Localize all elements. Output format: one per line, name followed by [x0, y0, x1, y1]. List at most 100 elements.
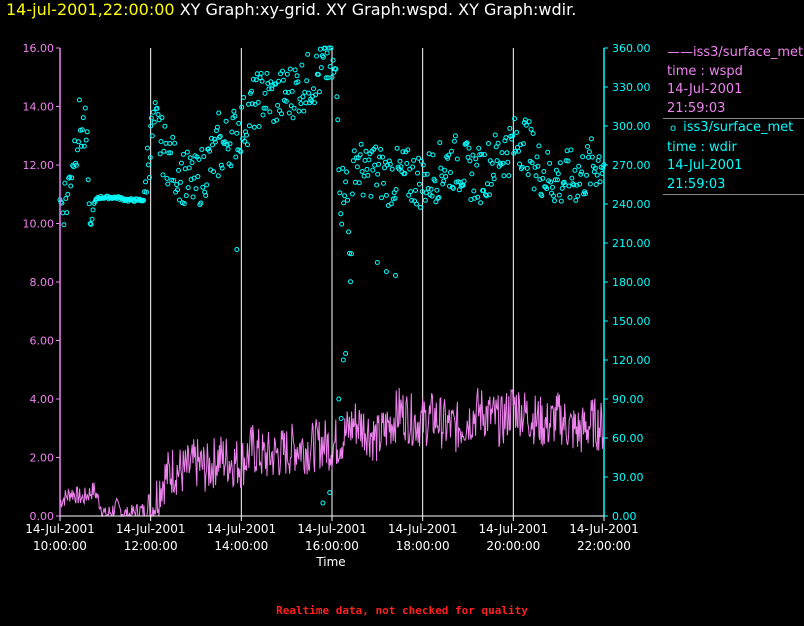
wdir-point [517, 161, 522, 167]
wdir-point [360, 192, 366, 198]
wdir-point [540, 175, 546, 181]
wdir-point [112, 195, 118, 200]
wdir-point [545, 149, 551, 155]
wdir-point [326, 45, 332, 51]
wdir-point [150, 109, 156, 115]
wdir-point [203, 193, 209, 198]
wdir-point [200, 184, 206, 190]
y-left-tick-labels: 0.00 2.00 4.00 6.00 8.00 10.00 12.00 14.00 16.00 [23, 42, 60, 523]
legend-time: 21:59:03 [667, 100, 726, 116]
y-left-tick-label: 14.00 [23, 101, 55, 114]
wdir-point [72, 138, 78, 144]
wdir-point [251, 124, 257, 130]
wdir-point [577, 181, 583, 187]
y-right-tick-label: 300.00 [612, 120, 651, 133]
wdir-point [64, 210, 70, 216]
wdir-point [167, 141, 173, 146]
wdir-point [316, 89, 322, 95]
wdir-point [61, 222, 67, 228]
wdir-point [217, 133, 223, 139]
wdir-point [520, 141, 526, 147]
wdir-point [435, 195, 441, 201]
x-tick-time: 20:00:00 [486, 539, 540, 553]
wdir-point [178, 160, 184, 166]
wdir-point [216, 110, 222, 116]
wdir-point [429, 193, 435, 199]
wdir-point [345, 197, 350, 203]
wdir-point [479, 151, 485, 157]
x-tick-date: 14-Jul-2001 [25, 522, 95, 536]
wdir-point [184, 149, 190, 155]
wdir-point [58, 199, 64, 205]
legend-source: iss3/surface_met [683, 120, 794, 135]
wdir-point [274, 117, 280, 123]
y-right-tick-label: 30.00 [612, 471, 644, 484]
wdir-point [76, 139, 81, 145]
wdir-point [313, 92, 318, 98]
wdir-point [373, 144, 379, 150]
wdir-point [144, 189, 149, 195]
wdir-point [359, 169, 365, 174]
wdir-point [411, 157, 417, 163]
legend-entry-wdir: o iss3/surface_met time : wdir 14-Jul-20… [663, 119, 804, 195]
wdir-point [508, 133, 514, 139]
wdir-point [311, 86, 316, 92]
wdir-point [437, 140, 443, 146]
wdir-point [143, 179, 148, 185]
wdir-point [387, 161, 393, 167]
wdir-point [166, 150, 172, 156]
wdir-point [578, 171, 584, 177]
wdir-point [500, 160, 506, 166]
wdir-point [190, 194, 196, 200]
wdir-point [258, 70, 264, 76]
x-tick-time: 10:00:00 [33, 539, 87, 553]
wdir-point [246, 123, 252, 129]
wdir-point [417, 204, 423, 210]
y-right-tick-label: 60.00 [612, 432, 644, 445]
wdir-point [449, 148, 454, 154]
wdir-point [254, 71, 260, 77]
y-left-tick-label: 2.00 [30, 452, 55, 465]
wdir-point [176, 167, 181, 173]
y-left-tick-label: 8.00 [30, 276, 55, 289]
wdir-point [436, 195, 442, 200]
wdir-point [330, 57, 336, 63]
wdir-point [314, 53, 319, 59]
wdir-point [287, 66, 293, 72]
wdir-point [87, 221, 93, 227]
wdir-point [63, 196, 69, 201]
wdir-point [294, 73, 300, 79]
wdir-point [473, 156, 479, 162]
wdir-point [559, 185, 565, 191]
wdir-point [348, 279, 353, 285]
x-tick-time: 18:00:00 [396, 539, 450, 553]
wdir-point [482, 152, 487, 158]
legend-entry-wspd: ——iss3/surface_met time : wspd 14-Jul-20… [663, 44, 804, 119]
wdir-point [282, 89, 288, 95]
wdir-point [279, 111, 284, 117]
wdir-point [584, 172, 589, 178]
wdir-point [212, 139, 218, 145]
wdir-point [492, 132, 498, 138]
wdir-point [302, 89, 308, 95]
wdir-point [338, 416, 344, 421]
y-right-tick-label: 150.00 [612, 315, 651, 328]
wdir-point [346, 229, 351, 235]
wdir-point [142, 189, 147, 195]
wdir-point [484, 193, 489, 199]
circle-marker-icon: o [669, 123, 677, 134]
wdir-point [586, 149, 592, 155]
wdir-point [193, 186, 199, 192]
wdir-point [547, 160, 553, 166]
wdir-point [164, 175, 170, 181]
wdir-point [372, 162, 378, 168]
wdir-point [519, 164, 525, 170]
wdir-point [261, 105, 267, 111]
wdir-point [195, 174, 201, 179]
x-axis-title: Time [315, 555, 345, 569]
wdir-point [448, 170, 453, 175]
wdir-point [234, 247, 240, 252]
wdir-point [413, 187, 418, 193]
wdir-point [365, 172, 371, 178]
wdir-point [397, 158, 403, 164]
